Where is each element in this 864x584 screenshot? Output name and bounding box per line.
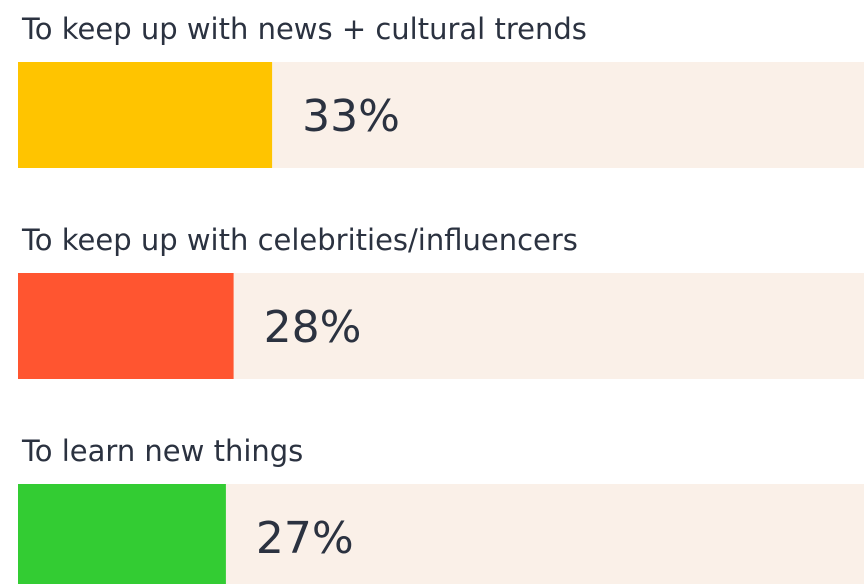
bar-row: To keep up with news + cultural trends 33… (18, 12, 864, 168)
bar (18, 484, 226, 584)
category-label: To keep up with news + cultural trends (21, 12, 587, 46)
bar (18, 62, 273, 168)
category-label: To keep up with celebrities/influencers (21, 223, 578, 257)
category-label: To learn new things (21, 434, 303, 468)
value-label: 27% (256, 513, 354, 564)
value-label: 28% (264, 302, 362, 353)
bar (18, 273, 234, 379)
value-label: 33% (302, 91, 400, 142)
bar-row: To learn new things 27% (18, 434, 864, 584)
bar-row: To keep up with celebrities/influencers 2… (18, 223, 864, 379)
